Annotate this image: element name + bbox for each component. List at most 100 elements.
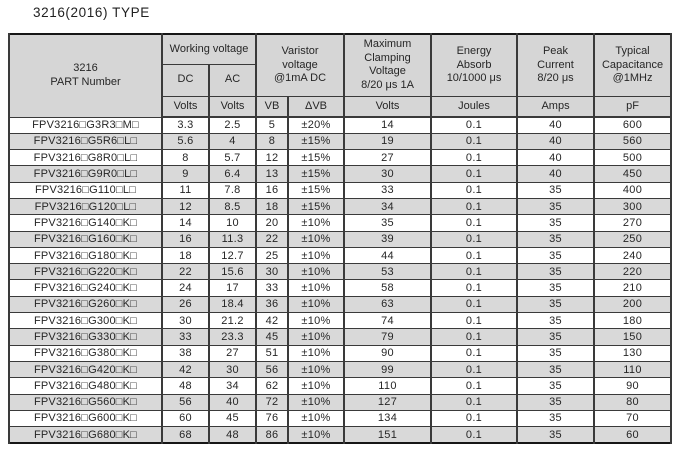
value-cell: ±15% [287,181,346,199]
value-cell: 68 [161,426,210,444]
table-row: FPV3216□G680□K□ 68 48 86 ±10% 151 0.1 35 60 [8,426,673,444]
value-cell: 18 [161,246,210,265]
part-number-cell: FPV3216□G180□K□ [8,246,163,265]
value-cell: 42 [255,312,290,330]
table-row: FPV3216□G140□K□ 14 10 20 ±10% 35 0.1 35 270 [8,214,673,232]
value-cell: 48 [161,377,210,395]
value-cell: 0.1 [430,214,519,232]
table-row: FPV3216□G420□K□ 42 30 56 ±10% 99 0.1 35 110 [8,360,673,379]
table-row: FPV3216□G220□K□ 22 15.6 30 ±10% 53 0.1 35 220 [8,263,673,281]
value-cell: 30 [255,263,290,281]
table-row: FPV3216□G330□K□ 33 23.3 45 ±10% 79 0.1 35 150 [8,328,673,346]
value-cell: 0.1 [430,116,519,134]
part-number-cell: FPV3216□G8R0□L□ [8,149,163,167]
value-cell: 35 [516,246,596,265]
value-cell: 0.1 [430,360,519,379]
value-cell: 90 [343,344,433,362]
value-cell: 44 [343,246,433,265]
value-cell: ±10% [287,328,346,346]
value-cell: 35 [516,279,596,297]
value-cell: 5 [255,116,290,134]
value-cell: 560 [593,132,673,151]
value-cell: 45 [207,409,258,428]
value-cell: 13 [255,165,290,183]
unit-cell-delta-vb: ΔVB [287,95,346,118]
unit-cell-joules: Joules [430,95,519,118]
value-cell: 15.6 [207,263,258,281]
header-part-number: 3216 PART Number [8,33,163,118]
value-cell: 0.1 [430,149,519,167]
part-number-cell: FPV3216□G380□K□ [8,344,163,362]
value-cell: 35 [343,214,433,232]
value-cell: 80 [593,393,673,411]
value-cell: 10 [207,214,258,232]
value-cell: 51 [255,344,290,362]
value-cell: 35 [516,263,596,281]
table-header: 3216 PART Number Working voltage Varisto… [8,33,673,118]
value-cell: 35 [516,214,596,232]
value-cell: 25 [255,246,290,265]
value-cell: 150 [593,328,673,346]
value-cell: ±10% [287,360,346,379]
value-cell: 110 [343,377,433,395]
value-cell: 500 [593,149,673,167]
value-cell: 70 [593,409,673,428]
value-cell: ±10% [287,246,346,265]
value-cell: 7.8 [207,181,258,199]
value-cell: 74 [343,312,433,330]
value-cell: ±10% [287,230,346,248]
value-cell: 58 [343,279,433,297]
value-cell: 30 [161,312,210,330]
value-cell: 99 [343,360,433,379]
unit-cell-pf: pF [593,95,673,118]
value-cell: ±15% [287,165,346,183]
value-cell: ±15% [287,149,346,167]
value-cell: 0.1 [430,312,519,330]
value-cell: 9 [161,165,210,183]
value-cell: 60 [593,426,673,444]
table-row: FPV3216□G300□K□ 30 21.2 42 ±10% 74 0.1 35 180 [8,312,673,330]
value-cell: 35 [516,393,596,411]
header-energy-absorb: Energy Absorb 10/1000 μs [430,33,519,97]
value-cell: 33 [255,279,290,297]
value-cell: 20 [255,214,290,232]
value-cell: 4 [207,132,258,151]
value-cell: 0.1 [430,328,519,346]
value-cell: 63 [343,295,433,314]
value-cell: 40 [516,116,596,134]
value-cell: 2.5 [207,116,258,134]
value-cell: 72 [255,393,290,411]
table-row: FPV3216□G180□K□ 18 12.7 25 ±10% 44 0.1 35 240 [8,246,673,265]
value-cell: 30 [207,360,258,379]
value-cell: ±10% [287,409,346,428]
value-cell: ±10% [287,214,346,232]
header-typical-capacitance: Typical Capacitance @1MHz [593,33,673,97]
table-row: FPV3216□G5R6□L□ 5.6 4 8 ±15% 19 0.1 40 560 [8,132,673,151]
unit-cell-vb: VB [255,95,290,118]
header-row-groups: 3216 PART Number Working voltage Varisto… [8,33,673,118]
value-cell: 6.4 [207,165,258,183]
value-cell: 18.4 [207,295,258,314]
value-cell: 33 [161,328,210,346]
value-cell: 35 [516,360,596,379]
table-row: FPV3216□G380□K□ 38 27 51 ±10% 90 0.1 35 130 [8,344,673,362]
value-cell: 14 [161,214,210,232]
value-cell: 400 [593,181,673,199]
value-cell: 33 [343,181,433,199]
part-number-cell: FPV3216□G330□K□ [8,328,163,346]
value-cell: 26 [161,295,210,314]
value-cell: 12.7 [207,246,258,265]
value-cell: 8 [161,149,210,167]
value-cell: 38 [161,344,210,362]
value-cell: 600 [593,116,673,134]
value-cell: 16 [161,230,210,248]
value-cell: 35 [516,295,596,314]
value-cell: 35 [516,197,596,216]
value-cell: ±10% [287,312,346,330]
table-row: FPV3216□G120□L□ 12 8.5 18 ±15% 34 0.1 35 300 [8,197,673,216]
value-cell: 48 [207,426,258,444]
value-cell: 270 [593,214,673,232]
value-cell: 40 [516,132,596,151]
header-dc: DC [161,63,210,97]
value-cell: 0.1 [430,279,519,297]
